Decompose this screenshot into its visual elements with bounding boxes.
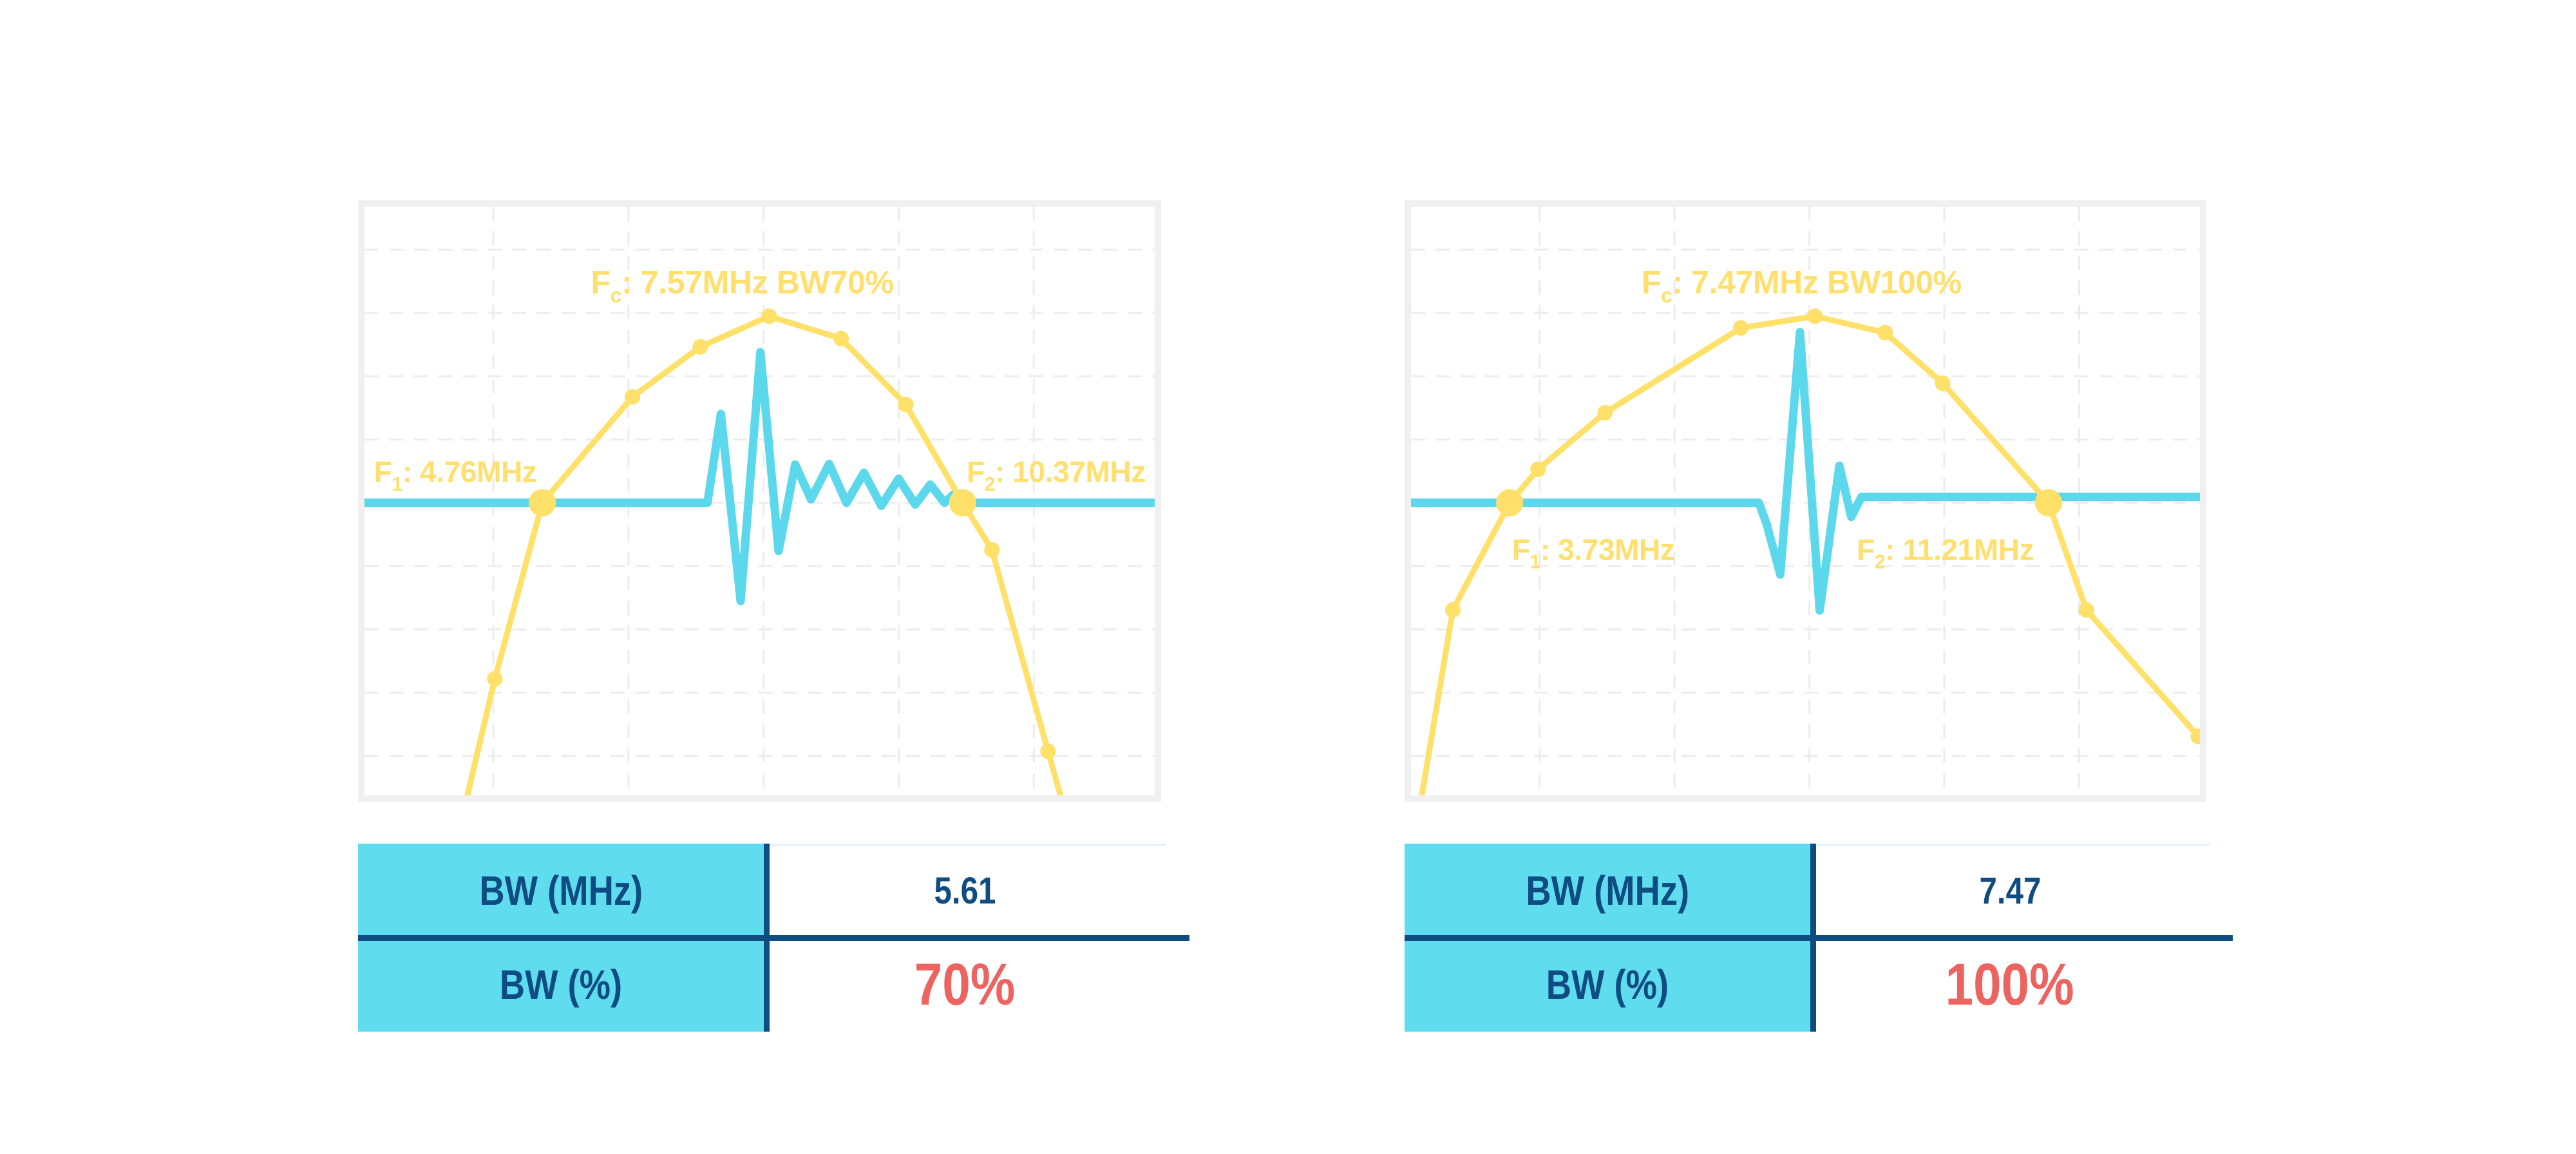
f1-value: : 4.76MHz [402, 455, 537, 489]
spectrum-marker-dot [2190, 728, 2200, 744]
f1-prefix: F [1512, 533, 1530, 566]
spectrum-marker-dot [1807, 308, 1823, 325]
bw-mhz-value: 7.47 [1979, 869, 2041, 912]
spectrum-marker-dot [833, 330, 849, 346]
bw-mhz-value: 5.61 [934, 869, 996, 912]
f1-value: : 3.73MHz [1540, 533, 1674, 566]
chart-panel-bw70: Fc: 7.57MHz BW70% F1: 4.76MHz F2: 10.37M… [358, 200, 1161, 802]
spectrum-marker-dot [1597, 404, 1613, 421]
table-row-divider [358, 935, 1189, 941]
pulse-waveform-line [1411, 328, 2200, 615]
f1-subscript: 1 [392, 474, 402, 495]
table-top-border [1816, 844, 2210, 846]
spectrum-marker-dot [898, 397, 914, 413]
spectrum-marker-dot [1444, 602, 1461, 618]
spectrum-curve-line [464, 313, 1064, 795]
f2-annotation: F2: 10.37MHz [967, 455, 1146, 495]
f2-prefix: F [967, 455, 985, 489]
bw-pct-value: 70% [914, 951, 1016, 1017]
f2-subscript: 2 [1875, 551, 1885, 572]
bw-pct-value: 100% [1945, 951, 2075, 1017]
bw-table-left: BW (MHz) 5.61 BW (%) 70% [358, 844, 1189, 1032]
bw-mhz-value-cell: 7.47 [1810, 844, 2210, 938]
spectrum-marker-dot [949, 489, 976, 516]
bw70-chart-svg: Fc: 7.57MHz BW70% F1: 4.76MHz F2: 10.37M… [365, 207, 1155, 795]
f2-annotation: F2: 11.21MHz [1857, 533, 2034, 572]
bw100-chart-svg: Fc: 7.47MHz BW100% F1: 3.73MHz F2: 11.21… [1411, 207, 2200, 795]
spectrum-marker-dot [2078, 602, 2094, 618]
bw-mhz-label-cell: BW (MHz) [358, 844, 764, 938]
bw-pct-value-cell: 100% [1810, 938, 2210, 1032]
series-group [1411, 308, 2200, 795]
f1-annotation: F1: 4.76MHz [374, 455, 537, 495]
spectrum-marker-dot [1040, 743, 1056, 759]
grid-lines [365, 207, 1155, 795]
pulse-waveform-line [365, 348, 1155, 605]
fc-prefix: F [1642, 264, 1661, 300]
spectrum-marker-dot [1877, 325, 1893, 341]
table-row: BW (%) 70% [358, 938, 1166, 1032]
f1-prefix: F [374, 455, 392, 489]
bw-mhz-value-cell: 5.61 [764, 844, 1166, 938]
f1-annotation: F1: 3.73MHz [1512, 533, 1674, 572]
bw-pct-label-cell: BW (%) [1405, 938, 1810, 1032]
fc-subscript: c [1661, 283, 1672, 307]
fc-value: : 7.47MHz BW100% [1672, 264, 1961, 300]
table-row: BW (MHz) 5.61 [358, 844, 1166, 938]
f1-subscript: 1 [1530, 551, 1540, 572]
spectrum-marker-dot [1530, 461, 1546, 477]
bw-table-right: BW (MHz) 7.47 BW (%) 100% [1405, 844, 2233, 1032]
table-row: BW (%) 100% [1405, 938, 2210, 1032]
bw-mhz-label-cell: BW (MHz) [1405, 844, 1810, 938]
f2-prefix: F [1857, 533, 1875, 566]
spectrum-marker-dot [1496, 489, 1524, 516]
chart-panel-bw100: Fc: 7.47MHz BW100% F1: 3.73MHz F2: 11.21… [1405, 200, 2206, 802]
spectrum-marker-dot [624, 389, 641, 405]
spectrum-marker-dot [984, 542, 1000, 558]
table-top-border [770, 844, 1166, 846]
f2-value: : 11.21MHz [1885, 533, 2034, 566]
spectrum-marker-dot [1935, 375, 1951, 392]
bw-pct-label-cell: BW (%) [358, 938, 764, 1032]
spectrum-marker-dot [487, 670, 503, 687]
table-row-divider [1405, 935, 2233, 941]
bw-pct-label: BW (%) [499, 961, 623, 1008]
fc-prefix: F [591, 263, 610, 300]
spectrum-marker-dot [1733, 320, 1749, 336]
spectrum-marker-dot [2034, 489, 2062, 516]
bw-mhz-label: BW (MHz) [479, 867, 643, 914]
table-row: BW (MHz) 7.47 [1405, 844, 2210, 938]
f2-subscript: 2 [985, 474, 995, 495]
fc-subscript: c [611, 283, 621, 307]
bw-pct-label: BW (%) [1546, 961, 1669, 1008]
series-group [365, 308, 1155, 795]
spectrum-marker-dot [692, 339, 708, 355]
bw-mhz-label: BW (MHz) [1526, 867, 1689, 914]
fc-value: : 7.57MHz BW70% [621, 263, 894, 300]
spectrum-marker-dot [528, 489, 556, 516]
fc-annotation: Fc: 7.57MHz BW70% [591, 263, 893, 307]
f2-value: : 10.37MHz [995, 455, 1146, 489]
fc-annotation: Fc: 7.47MHz BW100% [1642, 264, 1962, 307]
bw-pct-value-cell: 70% [764, 938, 1166, 1032]
spectrum-curve-line [1419, 313, 2200, 795]
spectrum-marker-dot [761, 308, 777, 325]
